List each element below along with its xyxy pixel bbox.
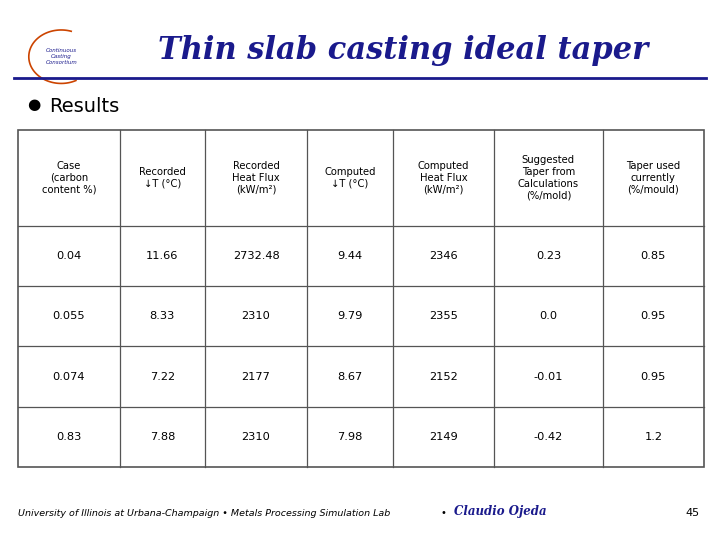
Text: 2732.48: 2732.48 xyxy=(233,251,279,261)
Text: 0.074: 0.074 xyxy=(53,372,85,382)
Text: Case
(carbon
content %): Case (carbon content %) xyxy=(42,161,96,195)
Text: •: • xyxy=(441,508,446,518)
Text: 8.33: 8.33 xyxy=(150,311,175,321)
Text: Recorded
Heat Flux
(kW/m²): Recorded Heat Flux (kW/m²) xyxy=(233,161,280,195)
Text: Thin slab casting ideal taper: Thin slab casting ideal taper xyxy=(158,35,648,66)
Text: ●: ● xyxy=(27,97,40,112)
Text: 9.79: 9.79 xyxy=(337,311,362,321)
Text: Computed
↓T (°C): Computed ↓T (°C) xyxy=(324,167,376,188)
Text: 0.83: 0.83 xyxy=(56,432,81,442)
Text: -0.01: -0.01 xyxy=(534,372,563,382)
Text: Continuous
Casting
Consortium: Continuous Casting Consortium xyxy=(45,49,77,65)
Text: 2346: 2346 xyxy=(429,251,458,261)
Text: 2177: 2177 xyxy=(242,372,271,382)
Text: 2152: 2152 xyxy=(429,372,458,382)
Text: 0.85: 0.85 xyxy=(641,251,666,261)
Text: 0.0: 0.0 xyxy=(539,311,557,321)
Bar xyxy=(18,130,704,467)
Text: 2355: 2355 xyxy=(429,311,458,321)
Text: 2310: 2310 xyxy=(242,311,271,321)
Text: 0.95: 0.95 xyxy=(641,372,666,382)
Text: Suggested
Taper from
Calculations
(%/mold): Suggested Taper from Calculations (%/mol… xyxy=(518,154,579,201)
Text: 7.88: 7.88 xyxy=(150,432,175,442)
Text: 11.66: 11.66 xyxy=(146,251,179,261)
Text: Claudio Ojeda: Claudio Ojeda xyxy=(454,505,546,518)
Text: Taper used
currently
(%/mould): Taper used currently (%/mould) xyxy=(626,161,680,195)
Text: 45: 45 xyxy=(685,508,700,518)
Text: 8.67: 8.67 xyxy=(337,372,362,382)
Text: Recorded
↓T (°C): Recorded ↓T (°C) xyxy=(139,167,186,188)
Text: University of Illinois at Urbana-Champaign • Metals Processing Simulation Lab: University of Illinois at Urbana-Champai… xyxy=(18,509,390,518)
Text: -0.42: -0.42 xyxy=(534,432,563,442)
Text: 0.95: 0.95 xyxy=(641,311,666,321)
Text: 1.2: 1.2 xyxy=(644,432,662,442)
Text: Results: Results xyxy=(49,97,120,116)
Text: 0.04: 0.04 xyxy=(56,251,81,261)
Text: 2149: 2149 xyxy=(429,432,458,442)
Text: 2310: 2310 xyxy=(242,432,271,442)
Text: 0.23: 0.23 xyxy=(536,251,561,261)
Text: 9.44: 9.44 xyxy=(337,251,362,261)
Text: 7.22: 7.22 xyxy=(150,372,175,382)
Text: Computed
Heat Flux
(kW/m²): Computed Heat Flux (kW/m²) xyxy=(418,161,469,195)
Text: 0.055: 0.055 xyxy=(53,311,85,321)
Text: 7.98: 7.98 xyxy=(337,432,362,442)
